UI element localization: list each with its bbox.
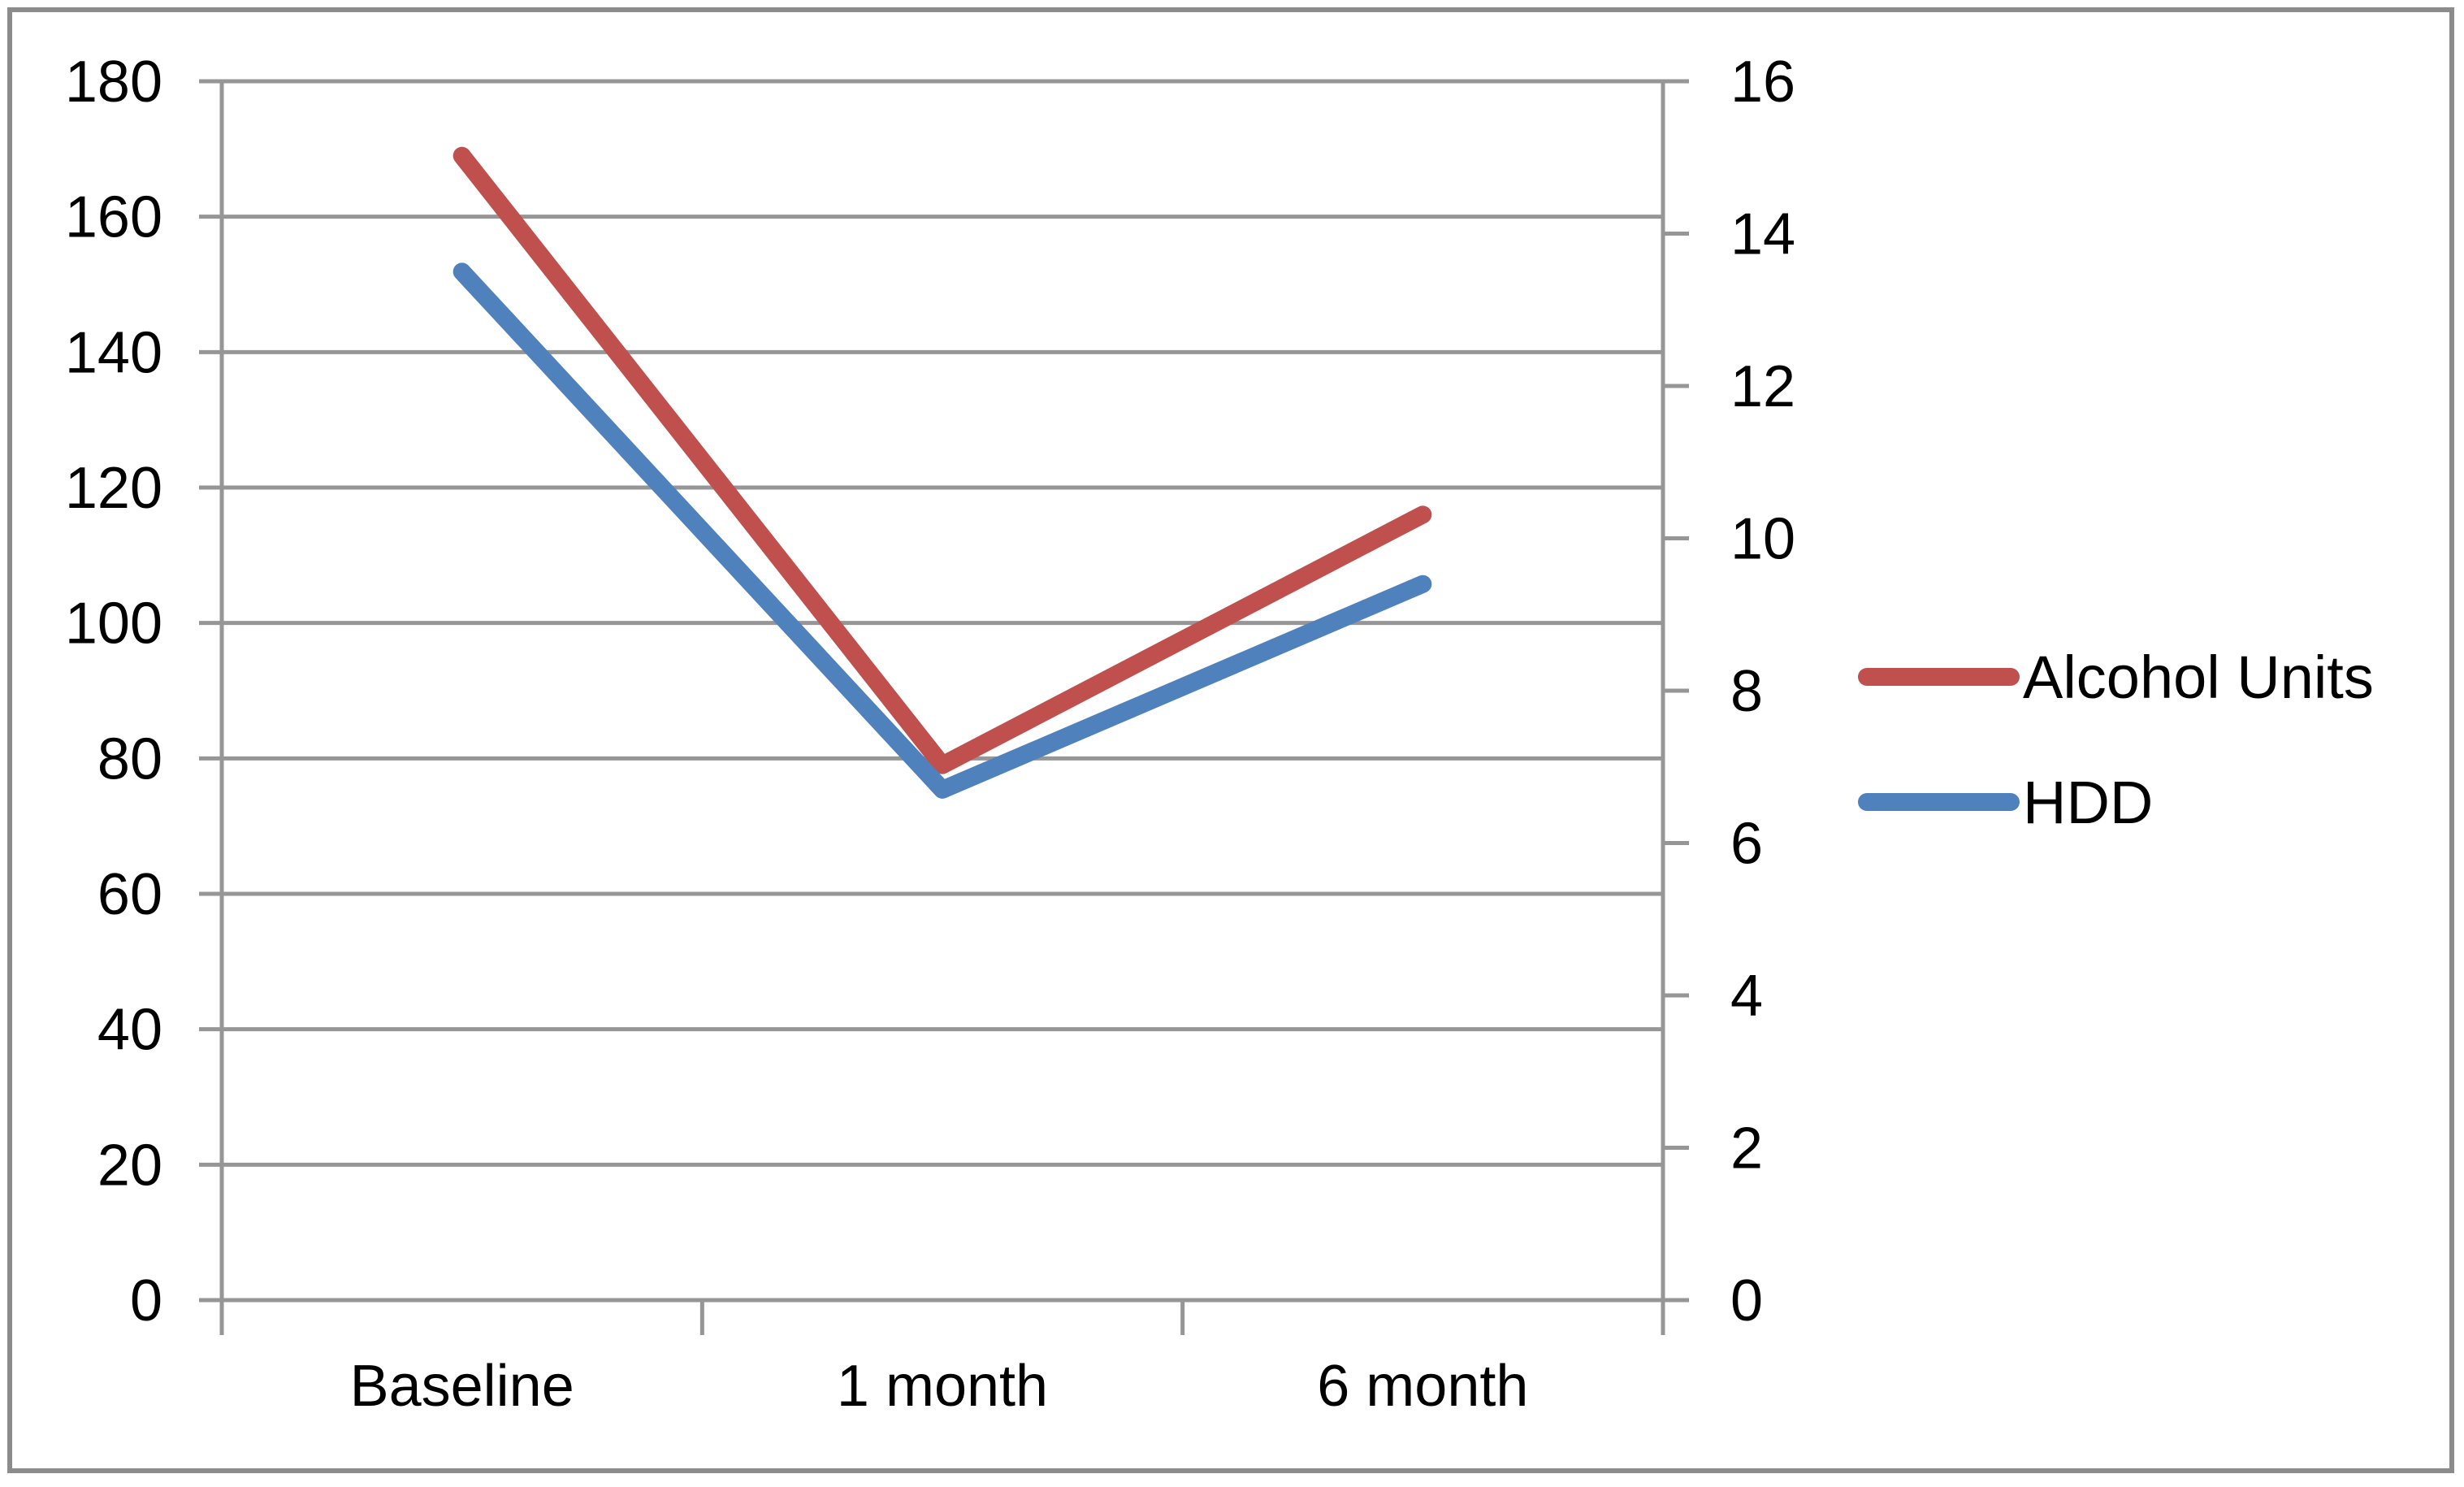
left-axis-tick-label: 180 — [65, 50, 162, 115]
x-axis-label: 1 month — [837, 1354, 1048, 1419]
right-axis-tick-label: 0 — [1730, 1268, 1763, 1333]
chart-frame-border — [7, 7, 2454, 1473]
x-axis-label: 6 month — [1317, 1354, 1528, 1419]
left-axis-tick-label: 140 — [65, 320, 162, 385]
series-line-hdd — [453, 262, 1432, 799]
left-axis-tick-label: 100 — [65, 592, 162, 657]
right-axis-tick-label: 10 — [1730, 507, 1795, 572]
right-axis-tick-label: 14 — [1730, 202, 1795, 267]
right-axis-tick-label: 12 — [1730, 354, 1795, 419]
left-axis-tick-label: 40 — [97, 998, 162, 1063]
series-line-alcohol-units — [453, 146, 1432, 774]
left-axis-tick-label: 60 — [97, 862, 162, 927]
legend-label-hdd: HDD — [2023, 769, 2153, 836]
left-axis-tick-label: 160 — [65, 185, 162, 250]
right-axis-tick-label: 8 — [1730, 659, 1763, 724]
right-axis-tick-label: 2 — [1730, 1116, 1763, 1181]
left-axis-tick-label: 120 — [65, 456, 162, 521]
right-axis-tick-label: 6 — [1730, 812, 1763, 877]
x-axis-label: Baseline — [350, 1354, 574, 1419]
left-axis-tick-label: 0 — [130, 1268, 162, 1333]
left-axis-tick-label: 80 — [97, 726, 162, 791]
legend-label-alcohol-units: Alcohol Units — [2023, 644, 2374, 711]
left-axis-tick-label: 20 — [97, 1133, 162, 1198]
right-axis-tick-label: 4 — [1730, 964, 1763, 1029]
right-axis-tick-label: 16 — [1730, 50, 1795, 115]
